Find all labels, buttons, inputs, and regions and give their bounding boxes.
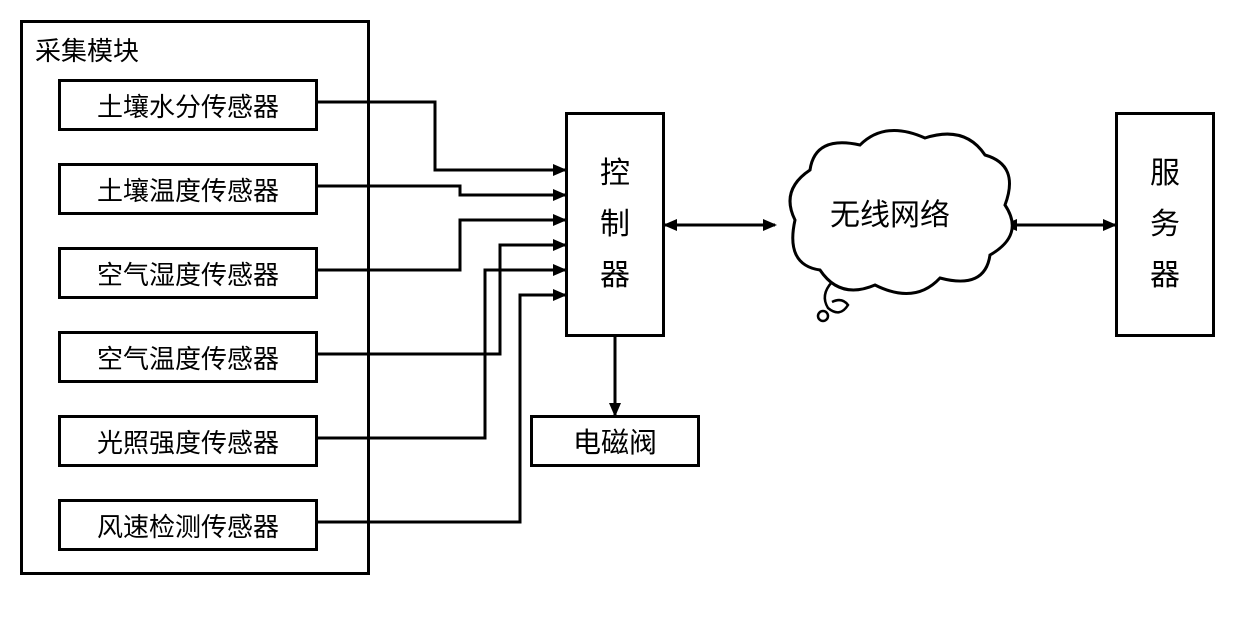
wireless-network-node: 无线网络: [765, 125, 1015, 315]
collection-module-title: 采集模块: [35, 31, 139, 68]
solenoid-valve-node: 电磁阀: [530, 415, 700, 467]
server-label-char2: 务: [1150, 199, 1180, 250]
sensor-label: 风速检测传感器: [97, 507, 279, 544]
diagram-container: 采集模块 土壤水分传感器 土壤温度传感器 空气湿度传感器 空气温度传感器 光照强…: [20, 20, 1220, 613]
sensor-label: 光照强度传感器: [97, 423, 279, 460]
collection-module: 采集模块 土壤水分传感器 土壤温度传感器 空气湿度传感器 空气温度传感器 光照强…: [20, 20, 370, 575]
sensor-soil-moisture: 土壤水分传感器: [58, 79, 318, 131]
controller-label-char3: 器: [600, 250, 630, 301]
controller-node: 控 制 器: [565, 112, 665, 337]
sensor-air-humidity: 空气湿度传感器: [58, 247, 318, 299]
sensor-wind-speed: 风速检测传感器: [58, 499, 318, 551]
sensor-label: 土壤温度传感器: [97, 171, 279, 208]
sensor-light-intensity: 光照强度传感器: [58, 415, 318, 467]
server-label-char1: 服: [1150, 148, 1180, 199]
server-label-char3: 器: [1150, 250, 1180, 301]
controller-label-char2: 制: [600, 199, 630, 250]
sensor-label: 土壤水分传感器: [97, 87, 279, 124]
valve-label: 电磁阀: [573, 421, 657, 461]
sensor-label: 空气温度传感器: [97, 339, 279, 376]
sensor-air-temperature: 空气温度传感器: [58, 331, 318, 383]
sensor-label: 空气湿度传感器: [97, 255, 279, 292]
server-node: 服 务 器: [1115, 112, 1215, 337]
wireless-network-label: 无线网络: [830, 190, 950, 234]
controller-label-char1: 控: [600, 148, 630, 199]
sensor-soil-temperature: 土壤温度传感器: [58, 163, 318, 215]
